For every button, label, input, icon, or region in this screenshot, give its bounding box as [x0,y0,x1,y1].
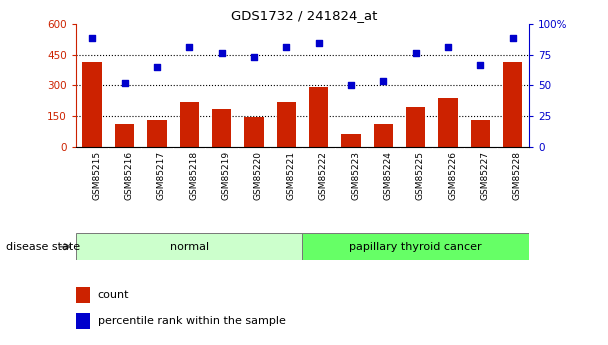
Point [443,44,453,49]
Point [379,79,389,84]
Point [475,62,485,68]
Point [282,44,291,49]
Point [346,83,356,88]
Text: GSM85216: GSM85216 [125,151,134,200]
Text: papillary thyroid cancer: papillary thyroid cancer [350,242,482,252]
Text: GSM85217: GSM85217 [157,151,166,200]
Text: GSM85223: GSM85223 [351,151,360,200]
Point [216,50,226,56]
Text: GSM85220: GSM85220 [254,151,263,200]
Text: GSM85225: GSM85225 [416,151,425,200]
Text: count: count [98,290,130,300]
Text: GSM85218: GSM85218 [189,151,198,200]
Bar [303,233,529,260]
Point [88,36,97,41]
Point [249,54,259,60]
Text: GSM85226: GSM85226 [448,151,457,200]
Bar [503,62,522,147]
Text: GSM85224: GSM85224 [384,151,392,200]
Bar [438,98,458,147]
Point [411,50,421,56]
Bar [277,102,296,147]
Point [120,81,130,86]
Text: percentile rank within the sample: percentile rank within the sample [98,316,286,326]
Bar [244,117,264,147]
Text: GSM85222: GSM85222 [319,151,328,200]
Bar [147,120,167,147]
Point [508,36,517,41]
Point [184,44,194,49]
Point [314,40,323,45]
Bar [374,124,393,147]
Text: disease state: disease state [6,242,80,252]
Bar [76,313,89,329]
Text: GSM85221: GSM85221 [286,151,295,200]
Bar [406,107,426,147]
Bar [179,102,199,147]
Text: normal: normal [170,242,209,252]
Text: GSM85219: GSM85219 [221,151,230,200]
Text: GDS1732 / 241824_at: GDS1732 / 241824_at [231,9,377,22]
Text: GSM85227: GSM85227 [480,151,489,200]
Text: GSM85215: GSM85215 [92,151,101,200]
Bar [309,87,328,147]
Bar [471,120,490,147]
Bar [76,287,89,303]
Bar [83,62,102,147]
Bar [341,135,361,147]
Point [152,64,162,70]
Bar [212,109,231,147]
Bar [76,233,303,260]
Text: GSM85228: GSM85228 [513,151,522,200]
Bar [115,124,134,147]
